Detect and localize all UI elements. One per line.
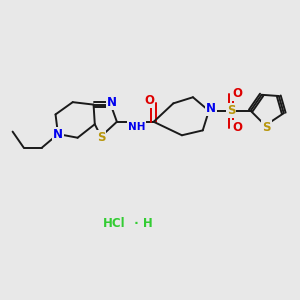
Text: S: S bbox=[262, 121, 271, 134]
Text: O: O bbox=[233, 87, 243, 100]
Text: N: N bbox=[53, 128, 63, 141]
Text: O: O bbox=[144, 94, 154, 107]
Text: HCl: HCl bbox=[103, 217, 125, 230]
Text: · H: · H bbox=[130, 217, 153, 230]
Text: O: O bbox=[233, 122, 243, 134]
Text: N: N bbox=[206, 102, 216, 115]
Text: NH: NH bbox=[128, 122, 145, 132]
Text: S: S bbox=[227, 104, 235, 117]
Text: N: N bbox=[107, 96, 117, 109]
Text: S: S bbox=[97, 131, 105, 144]
